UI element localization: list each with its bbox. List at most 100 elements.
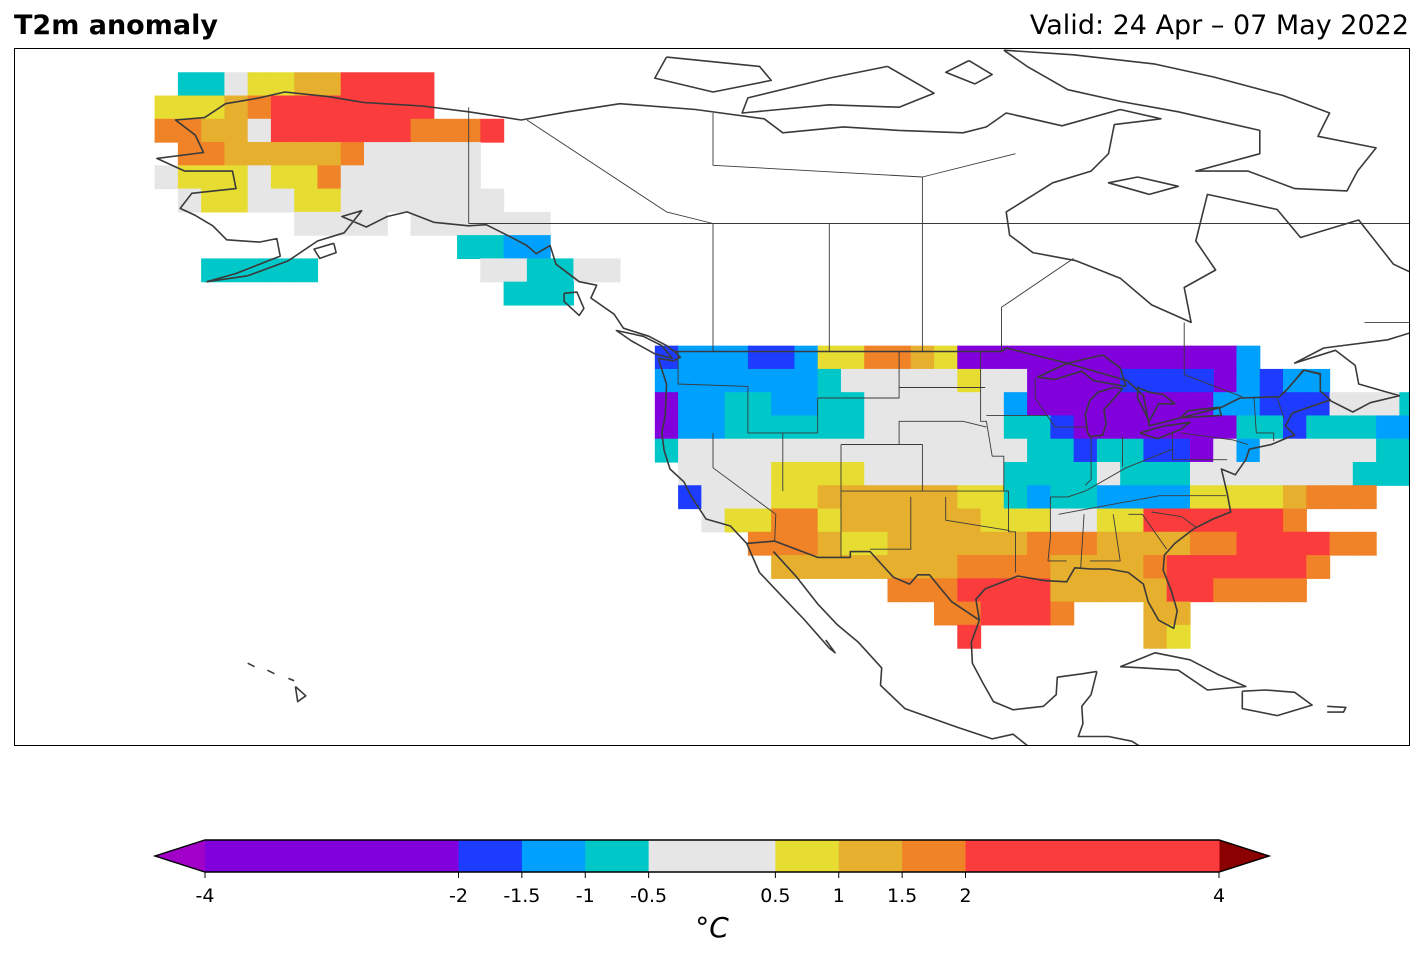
grid-cell xyxy=(1189,368,1214,393)
grid-cell xyxy=(840,345,865,370)
grid-cell xyxy=(1329,485,1354,510)
grid-cell xyxy=(1143,624,1168,649)
grid-cell xyxy=(410,211,435,236)
intl-border xyxy=(674,347,1332,427)
grid-cell xyxy=(1073,438,1098,463)
grid-cell xyxy=(1236,461,1261,486)
grid-cell xyxy=(1259,415,1284,440)
grid-cell xyxy=(678,392,702,417)
grid-cell xyxy=(934,601,958,626)
colorbar-under-arrow xyxy=(155,840,205,872)
grid-cell xyxy=(957,345,982,370)
grid-cell xyxy=(1236,415,1261,440)
state-lines xyxy=(1084,436,1092,486)
grid-cell xyxy=(678,345,702,370)
grid-cell xyxy=(201,142,225,166)
grid-cell xyxy=(747,508,772,533)
grid-cell xyxy=(1096,531,1121,556)
colorbar-segment xyxy=(965,840,1220,872)
grid-cell xyxy=(794,461,819,486)
grid-cell xyxy=(1329,392,1354,417)
grid-cell xyxy=(817,438,842,463)
coast xyxy=(563,291,585,317)
grid-cell xyxy=(224,95,249,120)
grid-cell xyxy=(1236,578,1261,603)
grid-cell xyxy=(526,258,551,283)
grid-cell xyxy=(910,368,935,393)
grid-cell xyxy=(701,485,726,510)
colorbar-tick-label: 0.5 xyxy=(760,885,790,907)
grid-cell xyxy=(1166,508,1191,533)
grid-cell xyxy=(1120,345,1145,370)
grid-cell xyxy=(678,485,702,510)
grid-cell xyxy=(957,485,982,510)
grid-cell xyxy=(910,415,935,440)
grid-cell xyxy=(1329,415,1354,440)
grid-cell xyxy=(1352,392,1377,417)
grid-cell xyxy=(224,72,249,97)
grid-cell xyxy=(1003,461,1028,486)
grid-cell xyxy=(1213,555,1238,579)
grid-cell xyxy=(1352,461,1377,486)
grid-cell xyxy=(1143,392,1168,417)
coast xyxy=(247,662,255,668)
grid-cell xyxy=(154,118,179,143)
grid-cell xyxy=(1050,461,1075,486)
grid-cell xyxy=(1329,438,1354,463)
grid-cell xyxy=(1143,485,1168,510)
grid-cell xyxy=(840,368,865,393)
grid-cell xyxy=(864,438,889,463)
grid-cell xyxy=(317,211,342,236)
grid-cell xyxy=(1143,555,1168,579)
grid-cell xyxy=(1236,531,1261,556)
coast xyxy=(741,65,935,114)
grid-cell xyxy=(1003,415,1028,440)
grid-cell xyxy=(1259,555,1284,579)
grid-cell xyxy=(864,461,889,486)
grid-cell xyxy=(1073,578,1098,603)
grid-cell xyxy=(1027,531,1051,556)
grid-cell xyxy=(957,578,982,603)
grid-cell xyxy=(270,142,295,166)
grid-cell xyxy=(1189,555,1214,579)
province-lines xyxy=(1183,322,1243,398)
grid-cell xyxy=(1003,508,1028,533)
grid-cell xyxy=(387,142,412,166)
valid-period: Valid: 24 Apr – 07 May 2022 xyxy=(1029,10,1409,41)
grid-cell xyxy=(1096,578,1121,603)
state-lines xyxy=(774,514,777,542)
colorbar-unit: °C xyxy=(695,911,729,944)
grid-cell xyxy=(1003,601,1028,626)
grid-cell xyxy=(433,118,458,143)
grid-cell xyxy=(1306,368,1331,393)
grid-cell xyxy=(980,531,1005,556)
grid-cell xyxy=(1352,438,1377,463)
grid-cell xyxy=(1236,485,1261,510)
grid-cell xyxy=(1259,578,1284,603)
grid-cell xyxy=(1073,555,1098,579)
grid-cell xyxy=(1050,601,1075,626)
grid-cell xyxy=(410,118,435,143)
grid-cell xyxy=(364,118,388,143)
grid-cell xyxy=(340,188,365,213)
grid-cell xyxy=(247,188,272,213)
grid-cell xyxy=(1166,368,1191,393)
colorbar-segment xyxy=(902,840,967,872)
grid-cell xyxy=(957,392,982,417)
colorbar-segment xyxy=(521,840,586,872)
grid-cell xyxy=(1189,508,1214,533)
colorbar-tick-label: 1 xyxy=(833,885,845,907)
grid-cell xyxy=(887,485,912,510)
province-lines xyxy=(921,153,1016,352)
grid-cell xyxy=(980,601,1005,626)
grid-cell xyxy=(1306,485,1331,510)
grid-cell xyxy=(1376,438,1400,463)
grid-cell xyxy=(678,461,702,486)
grid-cell xyxy=(1027,438,1051,463)
grid-cell xyxy=(1027,345,1051,370)
grid-cell xyxy=(317,72,342,97)
grid-cell xyxy=(747,485,772,510)
grid-cell xyxy=(980,461,1005,486)
coast xyxy=(267,669,275,675)
grid-cell xyxy=(864,415,889,440)
